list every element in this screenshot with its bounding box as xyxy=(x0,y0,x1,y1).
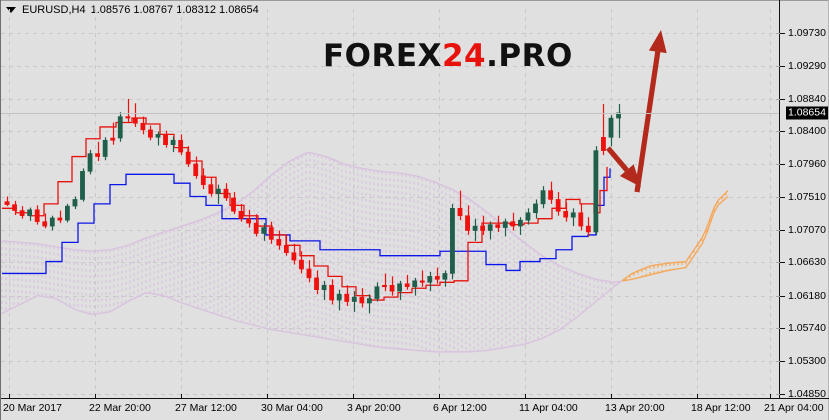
time-axis-tick xyxy=(611,394,612,399)
watermark-part-pro: .PRO xyxy=(486,38,573,74)
symbol-header: EURUSD,H4 1.08576 1.08767 1.08312 1.0865… xyxy=(6,3,259,17)
chart-canvas xyxy=(1,9,779,398)
time-axis-label: 20 Mar 2017 xyxy=(3,402,62,414)
price-axis-tick xyxy=(780,99,785,100)
time-axis-label: 13 Apr 20:00 xyxy=(605,402,665,414)
price-axis-tick-minor xyxy=(776,296,780,297)
price-axis-tick-minor xyxy=(776,361,780,362)
price-axis-tick xyxy=(780,164,785,165)
price-axis-label: 1.09730 xyxy=(788,27,826,39)
price-axis-label: 1.04850 xyxy=(788,388,826,400)
window-left-border xyxy=(0,0,1,420)
time-axis[interactable]: 20 Mar 2017 22 Mar 20:00 27 Mar 12:00 30 Ma… xyxy=(0,394,829,420)
time-axis-tick xyxy=(439,394,440,399)
price-axis[interactable]: 1.09730 1.09290 1.08840 1.08400 1.07960 1.075… xyxy=(776,0,829,400)
forecast-arrows xyxy=(606,30,667,193)
symbol-timeframe-label: EURUSD,H4 xyxy=(22,4,86,16)
ohlc-values: 1.08576 1.08767 1.08312 1.08654 xyxy=(90,4,259,16)
time-axis-label: 11 Apr 04:00 xyxy=(519,402,578,414)
price-axis-tick-minor xyxy=(776,230,780,231)
price-axis-tick xyxy=(780,262,785,263)
time-axis-tick xyxy=(181,394,182,399)
price-axis-tick-minor xyxy=(776,197,780,198)
triangle-down-icon[interactable] xyxy=(6,7,16,13)
price-axis-tick-minor xyxy=(776,394,780,395)
time-axis-tick xyxy=(525,394,526,399)
current-price-tag: 1.08654 xyxy=(786,106,828,120)
window-top-border xyxy=(0,0,829,1)
price-axis-tick-minor xyxy=(776,262,780,263)
time-axis-tick xyxy=(770,394,771,399)
time-axis-label: 3 Apr 20:00 xyxy=(347,402,401,414)
price-axis-label: 1.05300 xyxy=(788,354,826,367)
price-axis-tick-minor xyxy=(776,164,780,165)
time-axis-label: 18 Apr 12:00 xyxy=(691,402,751,414)
price-axis-tick-minor xyxy=(776,99,780,100)
price-axis-label: 1.05740 xyxy=(788,322,826,335)
price-axis-tick xyxy=(780,197,785,198)
price-axis-label: 1.08400 xyxy=(788,125,826,138)
price-axis-tick xyxy=(780,66,785,67)
kijun-sen-line xyxy=(2,168,611,275)
time-axis-tick xyxy=(9,394,10,399)
watermark-part-24: 24 xyxy=(441,38,487,74)
price-axis-label: 1.06630 xyxy=(788,256,826,269)
time-axis-label: 6 Apr 12:00 xyxy=(433,402,487,414)
time-axis-tick xyxy=(267,394,268,399)
time-axis-tick xyxy=(353,394,354,399)
price-axis-label: 1.07070 xyxy=(788,223,826,236)
ichimoku-kumo-cloud xyxy=(1,151,729,353)
time-axis-tick xyxy=(95,394,96,399)
chart-plot-area[interactable] xyxy=(1,9,779,398)
price-axis-label: 1.07510 xyxy=(788,191,826,204)
price-axis-tick-minor xyxy=(776,131,780,132)
time-axis-label: 30 Mar 04:00 xyxy=(261,402,323,414)
price-axis-tick-minor xyxy=(776,66,780,67)
candlestick-series xyxy=(4,98,621,314)
time-axis-label: 21 Apr 04:00 xyxy=(764,402,824,414)
current-price-line xyxy=(1,113,779,114)
price-axis-tick-minor xyxy=(776,328,780,329)
price-axis-label: 1.07960 xyxy=(788,157,826,170)
price-axis-tick xyxy=(780,131,785,132)
time-axis-line xyxy=(1,398,829,399)
time-axis-label: 22 Mar 20:00 xyxy=(89,402,151,414)
price-axis-label: 1.09290 xyxy=(788,59,826,72)
price-axis-label: 1.08840 xyxy=(788,92,826,105)
price-axis-tick xyxy=(780,328,785,329)
price-axis-tick xyxy=(780,394,785,395)
price-axis-tick-minor xyxy=(776,33,780,34)
time-axis-tick xyxy=(697,394,698,399)
price-axis-tick xyxy=(780,296,785,297)
watermark-part-forex: FOREX xyxy=(323,38,442,74)
price-axis-tick xyxy=(780,361,785,362)
tenkan-sen-line xyxy=(2,117,608,301)
price-axis-line xyxy=(779,0,780,399)
time-axis-label: 27 Mar 12:00 xyxy=(175,402,237,414)
price-axis-label: 1.06180 xyxy=(788,289,826,302)
forex24pro-watermark: FOREX24.PRO xyxy=(323,38,573,74)
price-axis-tick xyxy=(780,230,785,231)
price-axis-tick xyxy=(780,33,785,34)
